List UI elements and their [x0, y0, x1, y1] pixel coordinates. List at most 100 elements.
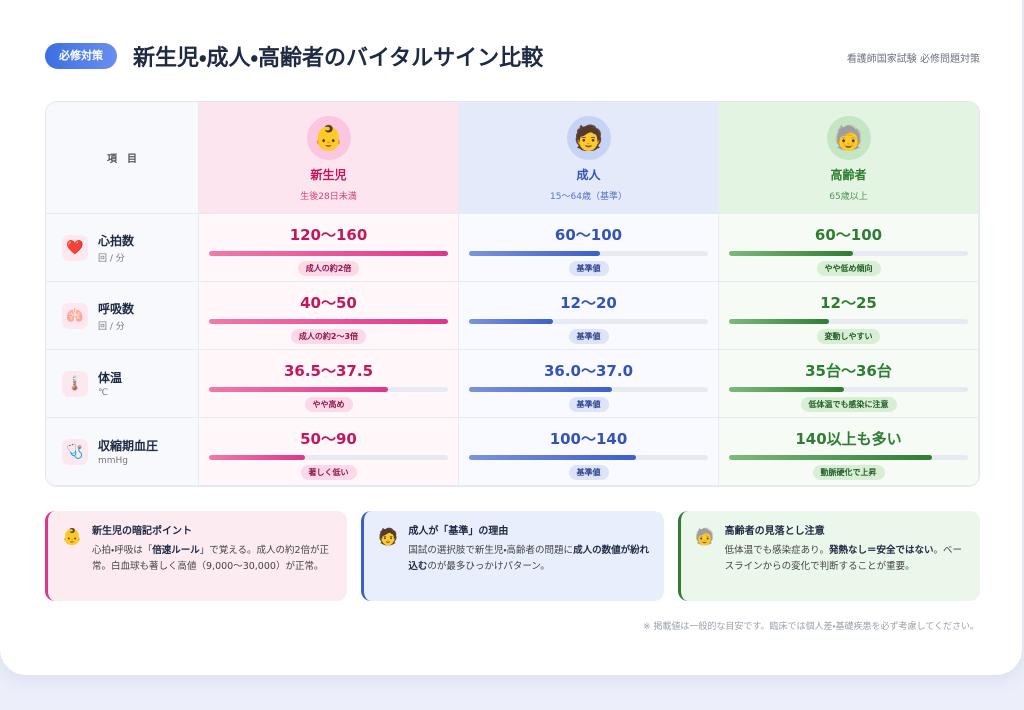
corner-header: 項 目 — [46, 102, 199, 214]
emphasis: 発熱なし＝安全ではない — [828, 544, 934, 556]
bar-fill — [729, 455, 933, 460]
bar-track — [469, 251, 708, 256]
value: 60〜100 — [814, 226, 883, 244]
note-body: 心拍・呼吸は「倍速ルール」で覚える。成人の約2倍が正常。白血球も著しく高値（9,… — [92, 543, 335, 576]
note-wrap: やや高め — [199, 392, 458, 412]
bar-track — [209, 455, 448, 460]
bar-track — [469, 387, 708, 392]
note-wrap: 基準値 — [459, 324, 718, 344]
text: 低体温でも感染症あり。 — [724, 544, 829, 556]
note-icon: 🧑 — [378, 527, 399, 546]
value: 120〜160 — [289, 226, 368, 244]
bar-fill — [209, 251, 448, 256]
note-title: 新生児の暗記ポイント — [92, 526, 192, 537]
bar-fill — [209, 387, 389, 392]
title: 新生児・成人・高齢者のバイタルサイン比較 — [133, 46, 544, 71]
note: やや高め — [304, 397, 353, 412]
column-icon: 🧑 — [566, 116, 611, 160]
value: 36.5〜37.5 — [283, 362, 374, 380]
row-name: 体温 — [98, 371, 123, 385]
badge: 必修対策 — [45, 43, 117, 69]
note: 成人の約2倍 — [297, 261, 360, 276]
header: 必修対策 新生児・成人・高齢者のバイタルサイン比較 看護師国家試験 必修問題対策 — [45, 42, 980, 72]
footer: ※ 掲載値は一般的な目安です。臨床では個人差・基礎疾患を必ず考慮してください。 — [642, 622, 979, 632]
note-wrap: 動脈硬化で上昇 — [719, 460, 978, 480]
emphasis: 成人の数値が紛れ込む — [408, 544, 650, 573]
column-sub: 65歳以上 — [829, 192, 868, 202]
bar-fill — [469, 455, 637, 460]
source: 看護師国家試験 必修問題対策 — [846, 54, 980, 65]
row-label: 🫁 呼吸数回 / 分 — [46, 282, 199, 350]
value: 36.0〜37.0 — [543, 362, 634, 380]
row-icon: 🫁 — [62, 302, 88, 329]
column-name: 新生児 — [310, 168, 347, 182]
note: 基準値 — [568, 329, 609, 344]
bar-track — [729, 455, 968, 460]
value-cell: 12〜25 変動しやすい — [719, 282, 979, 350]
note-wrap: 低体温でも感染に注意 — [719, 392, 978, 412]
notes: 👶 新生児の暗記ポイント 心拍・呼吸は「倍速ルール」で覚える。成人の約2倍が正常。白… — [45, 511, 980, 601]
row-name: 心拍数 — [98, 233, 135, 248]
bar-track — [729, 251, 968, 256]
value-cell: 140以上も多い 動脈硬化で上昇 — [719, 418, 979, 486]
value: 40〜50 — [300, 294, 357, 312]
row-name: 収縮期血圧 — [98, 439, 159, 453]
bar-fill — [469, 251, 601, 256]
note-body: 低体温でも感染症あり。発熱なし＝安全ではない。ベースラインからの変化で判断するこ… — [725, 543, 968, 576]
column-name: 成人 — [576, 168, 601, 182]
column-sub: 生後28日未満 — [300, 192, 357, 202]
bar-track — [469, 455, 708, 460]
row-unit: mmHg — [98, 456, 129, 466]
value-cell: 36.0〜37.0 基準値 — [459, 350, 719, 418]
value-cell: 35台〜36台低体温でも感染に注意 — [719, 350, 979, 418]
column-header: 🧑 成人 15〜64歳（基準） — [459, 102, 719, 214]
bar-fill — [469, 387, 613, 392]
value: 60〜100 — [554, 226, 623, 244]
note-card: 🧓 高齢者の見落とし注意低体温でも感染症あり。発熱なし＝安全ではない。ベースライン… — [677, 511, 980, 601]
row-label: ❤️ 心拍数回 / 分 — [46, 214, 199, 282]
value-cell: 120〜160 成人の約2倍 — [199, 214, 459, 282]
note: 動脈硬化で上昇 — [812, 465, 885, 480]
column-header: 👶 新生児 生後28日未満 — [199, 102, 459, 214]
column-name: 高齢者 — [830, 168, 867, 182]
text: のが最多ひっかけパターン。 — [427, 561, 550, 573]
value-cell: 12〜20 基準値 — [459, 282, 719, 350]
value-cell: 36.5〜37.5 やや高め — [199, 350, 459, 418]
note-title: 高齢者の見落とし注意 — [724, 526, 825, 537]
value: 50〜90 — [300, 430, 357, 448]
bar-fill — [209, 455, 305, 460]
note-title: 成人が「基準」の理由 — [408, 526, 509, 537]
note: やや低め傾向 — [816, 261, 881, 276]
row-name: 呼吸数 — [98, 301, 135, 316]
note-wrap: 成人の約2〜3倍 — [199, 324, 458, 344]
note: 著しく低い — [300, 465, 357, 480]
note-wrap: 基準値 — [459, 460, 718, 480]
note-icon: 🧓 — [694, 527, 715, 546]
bar-fill — [729, 251, 854, 256]
bar-track — [469, 319, 708, 324]
text: 心拍・呼吸は「 — [92, 544, 153, 556]
value: 100〜140 — [549, 430, 628, 448]
text: 国試の選択肢で新生児・高齢者の問題に — [408, 544, 574, 556]
column-header: 🧓 高齢者 65歳以上 — [719, 102, 979, 214]
row-label: 🩺 収縮期血圧 mmHg — [46, 418, 199, 486]
note-wrap: 基準値 — [459, 256, 718, 276]
value: 35台〜36台 — [805, 362, 892, 380]
row-icon: ❤️ — [62, 234, 88, 261]
bar-track — [209, 251, 448, 256]
note-wrap: 成人の約2倍 — [199, 256, 458, 276]
bar-fill — [469, 319, 553, 324]
emphasis: 倍速ルール — [152, 544, 200, 556]
bar-fill — [729, 387, 844, 392]
note-body: 国試の選択肢で新生児・高齢者の問題に成人の数値が紛れ込むのが最多ひっかけパターン… — [408, 543, 651, 576]
row-text: 心拍数回 / 分 — [98, 232, 134, 264]
note-card: 👶 新生児の暗記ポイント 心拍・呼吸は「倍速ルール」で覚える。成人の約2倍が正常。白… — [45, 511, 348, 601]
note-wrap: 基準値 — [459, 392, 718, 412]
bar-track — [729, 387, 968, 392]
bar-fill — [209, 319, 448, 324]
note: 基準値 — [568, 465, 609, 480]
note-wrap: 著しく低い — [199, 460, 458, 480]
value-cell: 100〜140 基準値 — [459, 418, 719, 486]
value: 140以上も多い — [795, 430, 902, 448]
